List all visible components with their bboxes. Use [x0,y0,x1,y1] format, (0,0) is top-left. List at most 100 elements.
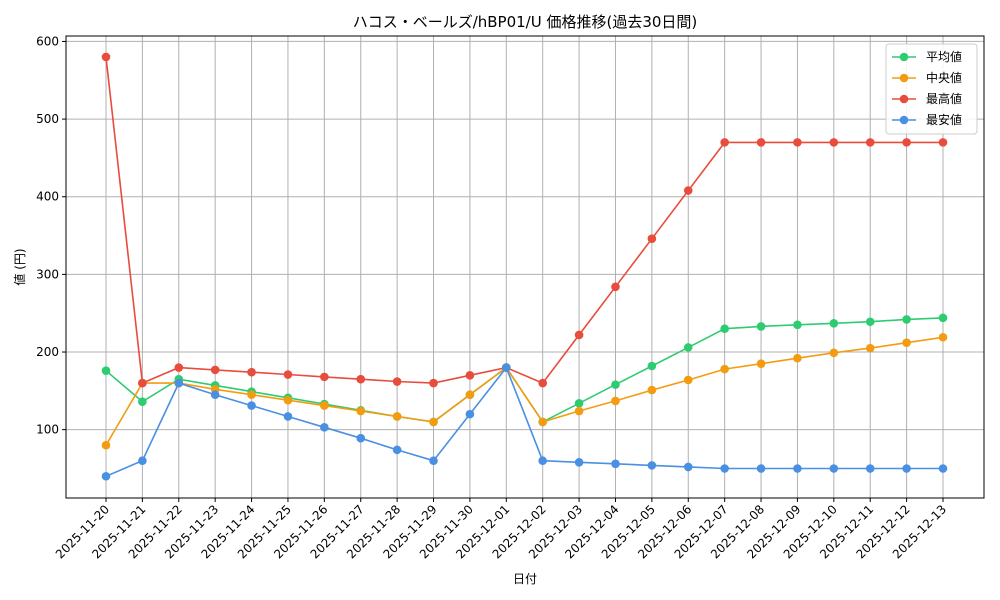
data-point [429,417,438,427]
legend-box [885,43,978,135]
data-point [283,370,293,379]
data-point [902,138,911,147]
y-axis-label: 値 (円) [12,248,27,285]
data-point [283,412,293,421]
data-point [538,378,547,388]
series-1 [101,313,948,427]
plot-frame [65,35,985,499]
x-axis-ticks: 2025-11-202025-11-212025-11-222025-11-23… [53,498,949,561]
legend-item: 中央値 [892,70,962,85]
data-point [611,459,620,469]
data-point [720,464,729,473]
data-point [611,396,620,406]
data-point [683,462,693,472]
legend-swatch-marker [899,94,909,104]
data-point [247,367,256,377]
data-point [756,464,766,473]
data-point [902,315,911,324]
legend-item: 最高値 [892,91,962,106]
data-point [829,318,839,328]
legend-item: 平均値 [892,49,962,64]
data-point [247,390,256,400]
series-line [105,336,944,446]
data-point [574,330,584,340]
series-line [105,366,943,478]
data-point [720,364,729,374]
data-point [356,433,366,443]
data-point [101,471,111,481]
series-3 [101,52,948,388]
chart-title: ハコス・ベールズ/hBP01/U 価格推移(過去30日間) [353,13,698,31]
data-point [902,338,911,348]
data-point [538,417,547,427]
x-axis-label: 日付 [513,572,537,586]
data-point [502,363,511,372]
data-point [392,377,402,386]
legend-swatch-marker [899,73,909,83]
grid [66,36,984,498]
series-2 [101,332,948,450]
data-point [683,375,693,385]
data-point [938,332,948,342]
data-point [938,464,948,473]
data-point [356,374,366,384]
data-point [683,186,693,195]
data-point [392,445,402,455]
data-point [356,406,366,416]
data-point [938,138,948,147]
y-tick-label: 100 [36,423,59,437]
legend-swatch-marker [899,115,909,125]
series-4 [101,363,948,481]
data-point [429,456,438,466]
data-point [720,138,729,147]
data-point [538,456,547,466]
data-point [247,401,256,410]
data-point [465,371,475,380]
data-point [429,378,438,388]
data-point [793,320,802,330]
data-point [793,464,802,473]
data-point [210,365,220,375]
data-point [174,378,184,388]
data-point [210,390,220,400]
data-point [793,353,802,363]
data-point [865,343,875,353]
legend-label: 平均値 [926,49,962,64]
data-point [138,378,147,388]
data-point [647,361,657,371]
data-point [101,52,111,62]
data-point [174,363,184,372]
data-point [829,138,839,147]
data-point [756,322,766,331]
y-axis-ticks: 100 200 300 400 500 600 [36,34,66,437]
data-point [611,380,620,389]
y-tick-label: 600 [36,34,59,48]
data-point [683,343,693,352]
data-point [829,464,839,473]
data-point [902,464,911,473]
legend-label: 最安値 [926,112,962,127]
data-point [938,313,948,323]
data-point [865,317,875,327]
data-point [101,440,111,450]
data-point [392,412,402,421]
data-point [865,464,875,473]
data-point [465,409,475,419]
legend-item: 最安値 [892,112,962,127]
data-point [756,138,766,147]
data-point [283,395,293,405]
data-point [829,348,839,358]
legend-label: 最高値 [926,91,962,106]
data-point [720,324,729,334]
data-point [574,457,584,467]
data-point [320,401,329,410]
data-point [647,385,657,395]
data-point [865,138,875,147]
y-tick-label: 200 [36,345,59,359]
data-point [793,138,802,147]
series-layer [101,52,948,481]
y-tick-label: 400 [36,190,59,204]
